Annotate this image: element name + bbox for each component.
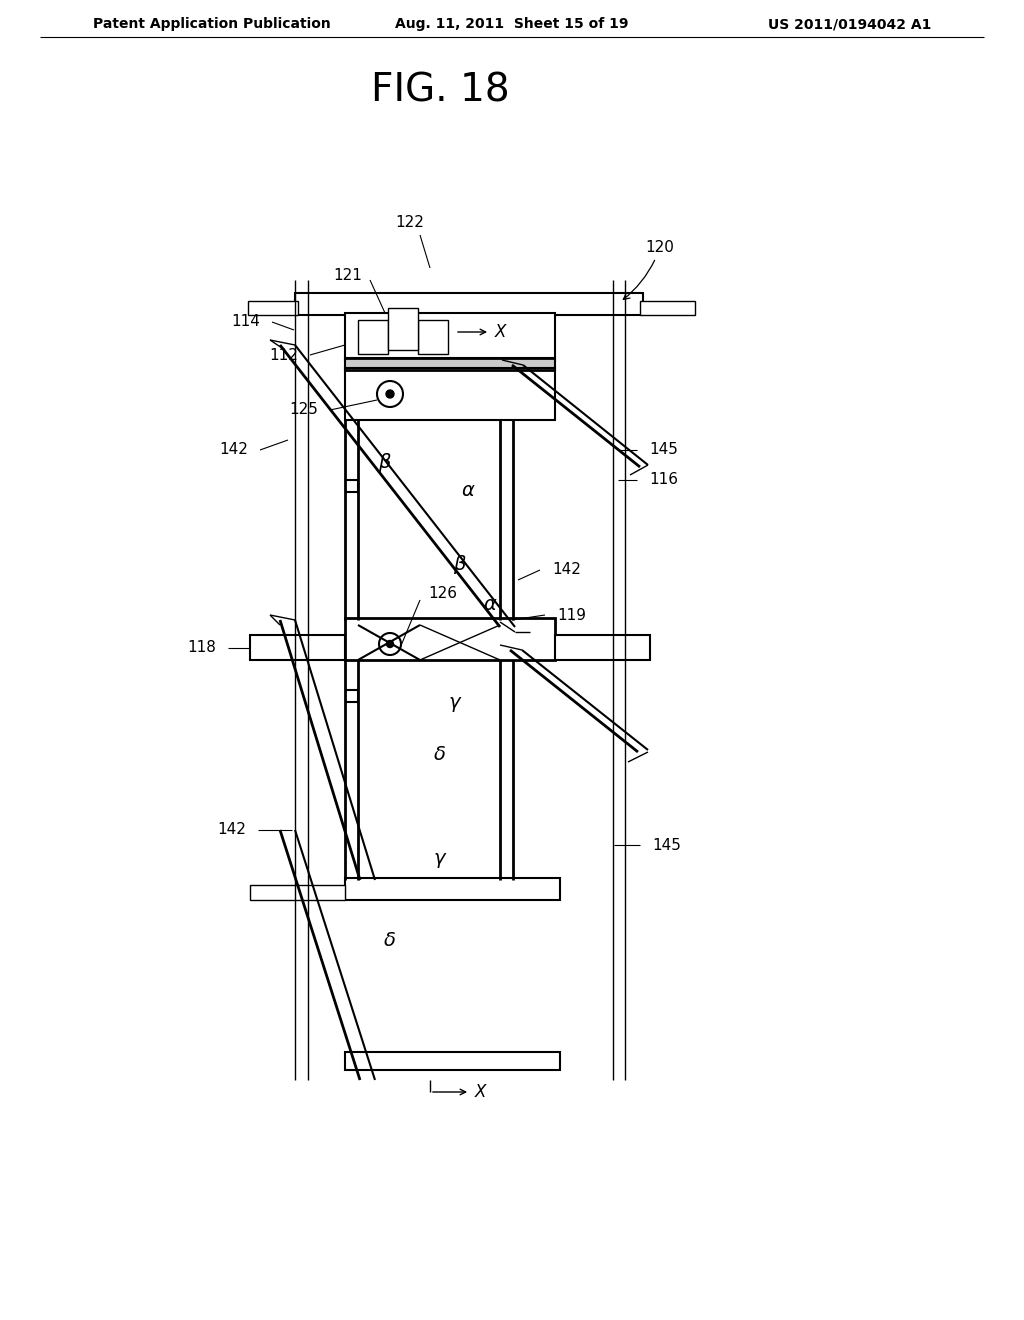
Bar (388, 308, 418, 350)
Bar (250, 635, 345, 660)
Text: 126: 126 (428, 586, 457, 602)
Bar (345, 313, 555, 360)
Text: $\alpha$: $\alpha$ (461, 480, 475, 499)
Bar (248, 301, 298, 315)
Text: 118: 118 (187, 640, 216, 656)
Text: $\gamma$: $\gamma$ (433, 850, 447, 870)
Text: 114: 114 (231, 314, 260, 330)
Text: Aug. 11, 2011  Sheet 15 of 19: Aug. 11, 2011 Sheet 15 of 19 (395, 17, 629, 30)
Text: 125: 125 (289, 403, 318, 417)
Text: 145: 145 (652, 837, 681, 853)
Bar (345, 1052, 560, 1071)
Text: X: X (495, 323, 507, 341)
Bar (345, 878, 560, 900)
Text: 120: 120 (624, 240, 675, 300)
Bar (345, 618, 555, 660)
Text: 142: 142 (552, 562, 581, 578)
Text: 116: 116 (649, 473, 678, 487)
Text: 142: 142 (217, 822, 246, 837)
Text: FIG. 18: FIG. 18 (371, 71, 509, 110)
Text: Patent Application Publication: Patent Application Publication (93, 17, 331, 30)
Text: $\alpha$: $\alpha$ (482, 595, 498, 615)
Text: $\beta$: $\beta$ (378, 450, 392, 474)
Bar (250, 884, 345, 900)
Text: $\gamma$: $\gamma$ (447, 696, 462, 714)
Text: $\beta$: $\beta$ (453, 553, 467, 577)
Bar (418, 319, 449, 354)
Text: $\delta$: $\delta$ (433, 746, 446, 764)
Bar (358, 319, 388, 354)
Bar (640, 301, 695, 315)
Circle shape (386, 640, 393, 648)
Bar (345, 368, 555, 420)
Bar (295, 293, 643, 315)
Text: 121: 121 (333, 268, 362, 282)
Text: 119: 119 (557, 607, 586, 623)
Text: US 2011/0194042 A1: US 2011/0194042 A1 (768, 17, 931, 30)
Text: 122: 122 (395, 215, 424, 230)
Text: $\delta$: $\delta$ (384, 931, 396, 949)
Text: 142: 142 (219, 442, 248, 458)
Text: X: X (475, 1082, 486, 1101)
Bar (345, 358, 555, 370)
Circle shape (386, 389, 394, 399)
Text: 112: 112 (269, 347, 298, 363)
Bar (555, 635, 650, 660)
Text: 145: 145 (649, 442, 678, 458)
